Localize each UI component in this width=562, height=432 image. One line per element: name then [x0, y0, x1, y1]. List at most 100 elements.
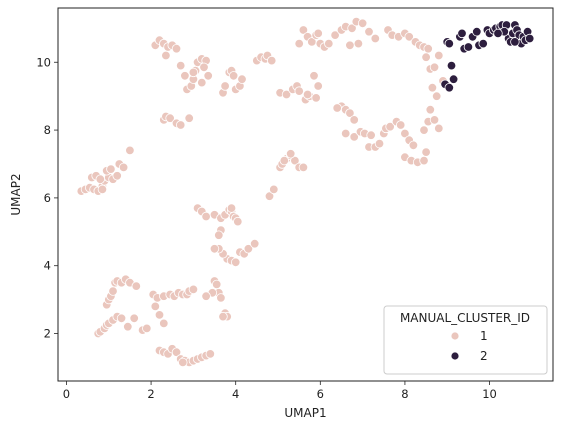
point-cluster-1 — [313, 81, 323, 91]
point-cluster-1 — [298, 25, 309, 35]
point-cluster-1 — [209, 244, 220, 254]
y-axis: 2 4 6 8 10 — [36, 55, 58, 341]
plot-frame — [57, 7, 554, 382]
point-cluster-1 — [294, 38, 304, 49]
point-cluster-1 — [188, 67, 199, 78]
point-cluster-1 — [171, 44, 182, 54]
point-cluster-1 — [108, 286, 118, 296]
point-cluster-1 — [226, 203, 237, 213]
point-cluster-1 — [188, 284, 199, 295]
legend: MANUAL_CLUSTER_ID 1 2 — [383, 305, 548, 375]
point-cluster-1 — [427, 82, 438, 93]
point-cluster-1 — [341, 128, 351, 139]
point-cluster-2 — [525, 33, 535, 44]
y-tick-label: 4 — [44, 259, 51, 273]
legend-marker-1 — [450, 331, 460, 341]
point-cluster-1 — [154, 310, 165, 320]
point-cluster-1 — [184, 113, 194, 123]
point-cluster-1 — [180, 71, 190, 81]
legend-label-2: 2 — [480, 349, 488, 363]
point-cluster-1 — [423, 44, 433, 54]
point-cluster-1 — [313, 28, 323, 39]
point-cluster-1 — [345, 108, 355, 118]
point-cluster-1 — [425, 104, 436, 115]
point-cluster-2 — [444, 38, 455, 49]
point-cluster-2 — [448, 74, 459, 84]
point-cluster-1 — [243, 244, 254, 254]
point-cluster-1 — [142, 323, 152, 334]
point-cluster-1 — [302, 89, 313, 100]
point-cluster-1 — [228, 71, 239, 81]
point-cluster-2 — [493, 28, 503, 39]
x-tick-label: 0 — [63, 387, 70, 401]
point-cluster-1 — [286, 149, 296, 159]
x-tick-label: 8 — [401, 387, 408, 401]
point-cluster-1 — [309, 71, 319, 81]
point-cluster-1 — [216, 293, 226, 303]
point-cluster-1 — [404, 32, 414, 42]
point-cluster-1 — [123, 322, 133, 332]
point-cluster-1 — [419, 155, 429, 166]
legend-label-1: 1 — [480, 329, 488, 343]
point-cluster-1 — [429, 62, 440, 73]
point-cluster-1 — [434, 50, 444, 61]
point-cluster-1 — [201, 291, 211, 301]
point-cluster-1 — [171, 347, 182, 357]
y-tick-label: 6 — [44, 191, 51, 205]
point-cluster-1 — [237, 74, 247, 84]
point-cluster-1 — [345, 40, 355, 51]
point-cluster-2 — [444, 82, 455, 93]
point-cluster-1 — [347, 23, 357, 34]
point-cluster-1 — [267, 55, 277, 66]
point-cluster-1 — [294, 86, 304, 96]
point-cluster-1 — [233, 216, 243, 227]
point-cluster-1 — [230, 257, 241, 268]
point-cluster-2 — [478, 38, 488, 49]
point-cluster-1 — [400, 128, 410, 139]
point-cluster-1 — [175, 60, 186, 71]
point-cluster-1 — [385, 121, 395, 132]
point-cluster-1 — [214, 230, 224, 240]
x-tick-label: 2 — [147, 387, 154, 401]
point-cluster-1 — [165, 113, 175, 123]
point-cluster-1 — [97, 184, 108, 195]
point-cluster-1 — [199, 62, 209, 73]
x-axis: 0 2 4 6 8 10 — [63, 381, 497, 401]
point-cluster-1 — [366, 130, 376, 140]
point-cluster-1 — [249, 238, 260, 249]
y-tick-label: 8 — [44, 123, 51, 137]
point-cluster-1 — [159, 318, 169, 329]
point-cluster-1 — [421, 147, 431, 157]
point-cluster-1 — [396, 120, 406, 130]
point-cluster-1 — [129, 313, 139, 324]
point-cluster-1 — [370, 33, 381, 44]
point-cluster-1 — [95, 174, 106, 184]
point-cluster-1 — [421, 52, 431, 62]
point-cluster-2 — [472, 27, 482, 37]
point-cluster-1 — [125, 145, 135, 156]
point-cluster-1 — [349, 115, 359, 125]
point-cluster-1 — [434, 123, 444, 134]
point-cluster-1 — [330, 30, 340, 40]
point-cluster-1 — [264, 191, 275, 201]
point-cluster-1 — [364, 27, 374, 37]
point-cluster-1 — [432, 91, 442, 101]
point-cluster-1 — [279, 155, 290, 166]
point-cluster-2 — [510, 37, 520, 47]
point-cluster-1 — [116, 313, 127, 324]
point-cluster-1 — [175, 120, 186, 130]
point-cluster-1 — [220, 81, 230, 91]
point-cluster-1 — [374, 138, 385, 149]
point-cluster-1 — [281, 89, 292, 100]
y-axis-label: UMAP2 — [9, 173, 23, 215]
point-cluster-1 — [290, 155, 300, 166]
point-cluster-1 — [357, 18, 368, 29]
x-tick-label: 6 — [317, 387, 324, 401]
point-cluster-1 — [178, 357, 188, 368]
point-cluster-1 — [112, 171, 122, 181]
legend-marker-2 — [450, 351, 460, 361]
point-cluster-1 — [197, 77, 207, 88]
point-cluster-1 — [211, 279, 222, 290]
point-cluster-1 — [118, 162, 129, 173]
point-cluster-1 — [203, 71, 213, 81]
